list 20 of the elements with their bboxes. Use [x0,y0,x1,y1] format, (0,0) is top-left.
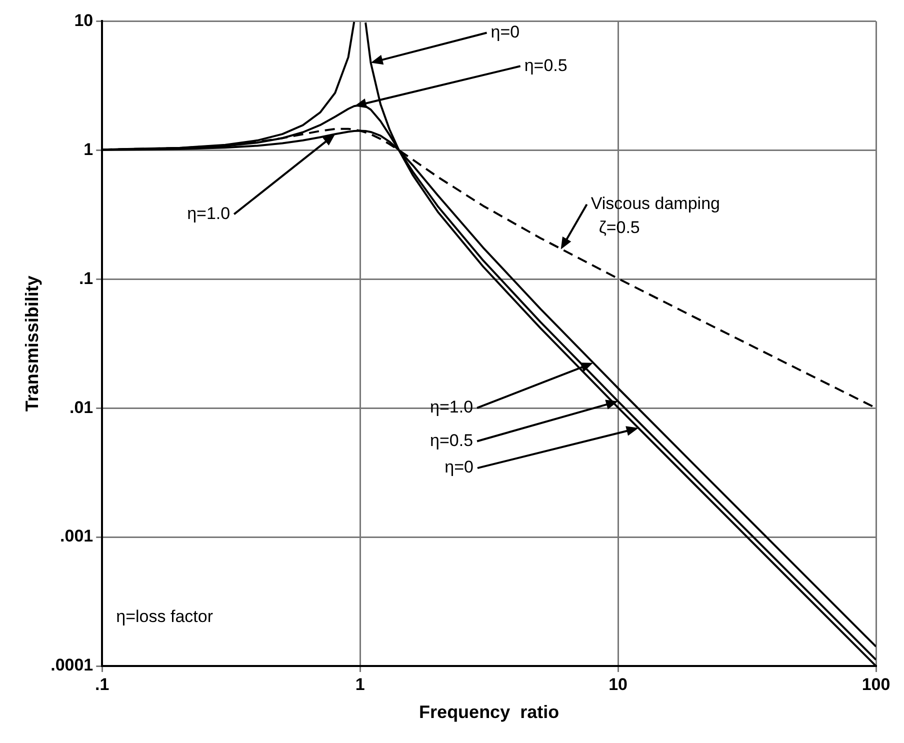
y-tick-label: .01 [70,398,94,417]
y-tick-label: 1 [84,140,94,159]
x-tick-label: 10 [608,674,628,694]
y-axis-title: Transmissibility [22,276,42,412]
annotation: η=0.5 [430,430,474,450]
y-tick-label: .001 [60,526,94,546]
annotation: η=0.5 [524,56,568,75]
x-axis-title: Frequency ratio [419,702,560,722]
y-tick-label: .0001 [50,656,94,675]
x-tick-label: 100 [862,674,890,694]
x-tick-label: 1 [355,674,365,694]
y-tick-label: 10 [74,10,94,30]
annotation: η=0 [490,22,520,42]
y-tick-label: .1 [78,268,94,288]
annotation: η=1.0 [430,398,474,417]
x-tick-label: .1 [95,674,110,694]
annotation: η=1.0 [187,204,230,223]
annotation: η=loss factor [116,607,214,626]
annotation: Viscous damping ζ=0.5 [590,194,720,238]
annotation: η=0 [444,458,474,477]
